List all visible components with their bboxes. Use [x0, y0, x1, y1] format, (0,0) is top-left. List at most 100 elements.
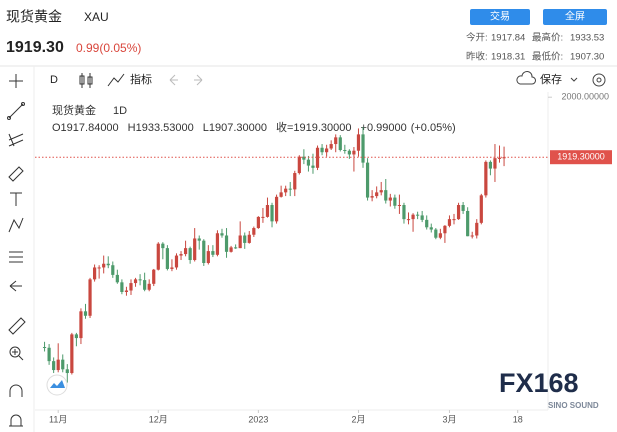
- legend-interval: 1D: [113, 105, 127, 117]
- candle-body: [202, 240, 206, 263]
- candle-body: [197, 238, 201, 241]
- x-tick-label: 3月: [442, 414, 456, 424]
- candle-body: [88, 279, 92, 316]
- candle-body: [238, 235, 242, 249]
- candle-body: [306, 159, 311, 166]
- candle-body: [411, 214, 415, 220]
- fullscreen-label[interactable]: 全屏: [565, 10, 585, 23]
- indicators-button[interactable]: 指标: [130, 72, 152, 86]
- candle-body: [434, 229, 438, 238]
- candle-body: [329, 144, 333, 149]
- settings-icon[interactable]: [592, 73, 606, 87]
- candle-body: [406, 219, 411, 221]
- interval-button[interactable]: D: [50, 74, 58, 86]
- candle-body: [256, 216, 260, 229]
- candle-body: [83, 311, 88, 316]
- trade-button[interactable]: [470, 9, 530, 25]
- candle-body: [174, 255, 179, 268]
- candle-body: [438, 233, 442, 238]
- candle-body: [211, 251, 215, 255]
- candle-body: [425, 219, 429, 228]
- candle-body: [347, 150, 351, 155]
- candle-body: [447, 219, 452, 226]
- candle-body: [334, 137, 338, 145]
- candle-body: [343, 149, 347, 151]
- candle-body: [443, 225, 447, 234]
- stat-value: 1918.31: [491, 52, 525, 63]
- candle-body: [375, 192, 379, 197]
- candle-body: [379, 190, 383, 193]
- candle-body: [302, 156, 306, 160]
- candle-body: [420, 215, 424, 220]
- candle-body: [370, 196, 374, 198]
- logo-badge[interactable]: [46, 374, 68, 396]
- watermark-brand: FX168: [499, 368, 579, 398]
- candle-body: [243, 235, 247, 243]
- stat-label: 昨收:: [466, 51, 488, 63]
- x-tick-label: 11月: [49, 414, 67, 424]
- logo-badge[interactable]: [50, 380, 65, 388]
- save-button[interactable]: 保存: [540, 72, 562, 86]
- candle-body: [384, 190, 388, 201]
- candle-body: [352, 150, 356, 155]
- stat-label: 最高价:: [532, 32, 563, 44]
- candle-body: [183, 248, 188, 255]
- candle-body: [70, 334, 74, 374]
- candle-body: [315, 147, 320, 168]
- candle-body: [179, 254, 183, 256]
- legend-value: 收=1919.30000: [276, 120, 352, 134]
- candle-body: [288, 188, 292, 190]
- candle-body: [188, 248, 192, 261]
- candle-body: [106, 263, 110, 266]
- candle-body: [234, 247, 238, 249]
- redo[interactable]: [194, 74, 203, 86]
- candle-body: [402, 205, 406, 220]
- candle-body: [170, 267, 174, 269]
- candle-body: [325, 148, 329, 153]
- candle-body: [92, 267, 97, 280]
- candle-body: [47, 347, 51, 362]
- candle-body: [252, 228, 256, 235]
- candle-body: [156, 243, 160, 270]
- candle-body: [161, 243, 165, 249]
- price-label-box: [550, 150, 612, 165]
- candle-body: [115, 274, 119, 283]
- candle-body: [165, 248, 169, 269]
- candle-body: [502, 157, 506, 159]
- candle-body: [470, 235, 474, 237]
- candle-body: [42, 347, 47, 349]
- save-icon[interactable]: [516, 70, 536, 85]
- candle-body: [311, 165, 315, 168]
- candle-body: [129, 283, 133, 291]
- save-menu[interactable]: [570, 77, 578, 82]
- undo[interactable]: [169, 74, 178, 86]
- candle-body: [97, 267, 101, 269]
- candle-body: [297, 156, 301, 174]
- candle-body: [493, 158, 497, 169]
- x-tick-label: 12月: [149, 414, 168, 424]
- settings-icon[interactable]: [596, 77, 602, 83]
- legend-value: +0.99000: [361, 122, 407, 134]
- stat-value: 1917.84: [491, 33, 525, 44]
- candle-body: [206, 251, 210, 263]
- candle-body: [270, 205, 274, 222]
- chart-type-icon[interactable]: [79, 73, 93, 88]
- candle-body: [461, 205, 465, 211]
- candle-body: [224, 235, 229, 252]
- legend-value: L1907.30000: [203, 122, 267, 134]
- candle-body: [265, 205, 270, 217]
- drawing-toolbar[interactable]: [7, 74, 26, 427]
- symbol: XAU: [84, 10, 109, 24]
- fullscreen-button[interactable]: [543, 9, 607, 25]
- stat-label: 今开:: [466, 32, 488, 44]
- candle-body: [138, 279, 142, 281]
- watermark-sub: SINO SOUND: [548, 401, 599, 410]
- indicator-icon[interactable]: [107, 73, 125, 87]
- candle-body: [393, 197, 397, 206]
- price-label: 1919.30000: [557, 152, 605, 162]
- trade-label[interactable]: 交易: [490, 10, 510, 23]
- legend-value: O1917.84000: [52, 122, 119, 134]
- candle-body: [152, 269, 156, 284]
- candle-body: [488, 161, 493, 169]
